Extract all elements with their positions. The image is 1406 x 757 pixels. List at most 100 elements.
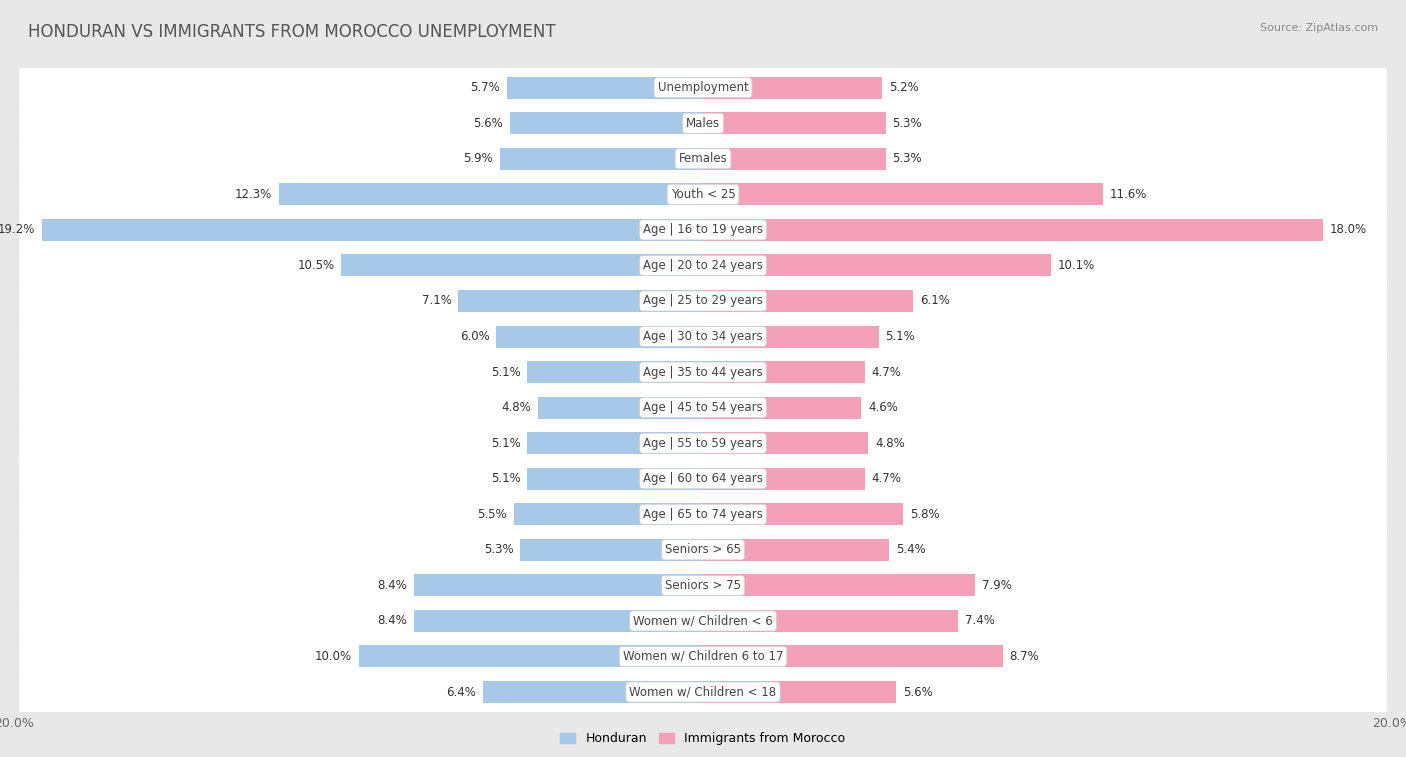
Bar — [703, 681, 896, 703]
FancyBboxPatch shape — [20, 670, 1386, 715]
FancyBboxPatch shape — [20, 385, 1386, 430]
Text: Unemployment: Unemployment — [658, 81, 748, 94]
Text: Age | 65 to 74 years: Age | 65 to 74 years — [643, 508, 763, 521]
Text: Source: ZipAtlas.com: Source: ZipAtlas.com — [1260, 23, 1378, 33]
FancyBboxPatch shape — [20, 421, 1386, 466]
Text: Women w/ Children 6 to 17: Women w/ Children 6 to 17 — [623, 650, 783, 663]
Text: Males: Males — [686, 117, 720, 129]
Bar — [527, 432, 703, 454]
Bar — [703, 361, 865, 383]
Bar — [513, 503, 703, 525]
FancyBboxPatch shape — [20, 492, 1386, 537]
Bar — [510, 112, 703, 134]
Text: Seniors > 65: Seniors > 65 — [665, 544, 741, 556]
Text: 18.0%: 18.0% — [1330, 223, 1367, 236]
Bar — [703, 610, 957, 632]
Bar — [703, 539, 889, 561]
Bar — [499, 148, 703, 170]
Bar — [496, 326, 703, 347]
Bar — [703, 76, 882, 98]
Bar — [506, 76, 703, 98]
Bar — [342, 254, 703, 276]
Bar — [703, 326, 879, 347]
Text: 5.1%: 5.1% — [491, 437, 520, 450]
FancyBboxPatch shape — [20, 563, 1386, 608]
Text: 10.1%: 10.1% — [1057, 259, 1095, 272]
Bar — [527, 468, 703, 490]
Bar — [703, 503, 903, 525]
Bar — [280, 183, 703, 205]
Text: 5.3%: 5.3% — [484, 544, 513, 556]
Bar — [703, 183, 1102, 205]
Text: Women w/ Children < 18: Women w/ Children < 18 — [630, 686, 776, 699]
Bar — [527, 361, 703, 383]
FancyBboxPatch shape — [20, 243, 1386, 288]
Bar — [703, 432, 869, 454]
Text: Youth < 25: Youth < 25 — [671, 188, 735, 201]
Text: 5.4%: 5.4% — [896, 544, 925, 556]
Bar — [703, 397, 862, 419]
Text: 5.5%: 5.5% — [477, 508, 506, 521]
Text: 5.2%: 5.2% — [889, 81, 918, 94]
Text: Age | 35 to 44 years: Age | 35 to 44 years — [643, 366, 763, 378]
Text: Age | 25 to 29 years: Age | 25 to 29 years — [643, 294, 763, 307]
Text: 8.7%: 8.7% — [1010, 650, 1039, 663]
Bar — [703, 646, 1002, 668]
Text: 4.7%: 4.7% — [872, 366, 901, 378]
Bar — [413, 575, 703, 597]
Text: 8.4%: 8.4% — [377, 615, 406, 628]
Text: 5.7%: 5.7% — [470, 81, 499, 94]
Text: Age | 16 to 19 years: Age | 16 to 19 years — [643, 223, 763, 236]
Bar — [413, 610, 703, 632]
Text: Age | 60 to 64 years: Age | 60 to 64 years — [643, 472, 763, 485]
Text: 5.1%: 5.1% — [491, 472, 520, 485]
Text: 4.6%: 4.6% — [869, 401, 898, 414]
Text: 11.6%: 11.6% — [1109, 188, 1147, 201]
Bar — [703, 290, 912, 312]
Bar — [703, 112, 886, 134]
FancyBboxPatch shape — [20, 207, 1386, 252]
Text: 4.8%: 4.8% — [501, 401, 531, 414]
FancyBboxPatch shape — [20, 136, 1386, 181]
Text: 6.0%: 6.0% — [460, 330, 489, 343]
Bar — [703, 575, 976, 597]
Text: Females: Females — [679, 152, 727, 165]
Text: 12.3%: 12.3% — [235, 188, 273, 201]
Text: 7.4%: 7.4% — [965, 615, 994, 628]
FancyBboxPatch shape — [20, 599, 1386, 643]
Bar — [458, 290, 703, 312]
Text: 5.1%: 5.1% — [491, 366, 520, 378]
Text: 10.5%: 10.5% — [297, 259, 335, 272]
Bar — [42, 219, 703, 241]
Legend: Honduran, Immigrants from Morocco: Honduran, Immigrants from Morocco — [555, 727, 851, 750]
Text: Age | 30 to 34 years: Age | 30 to 34 years — [643, 330, 763, 343]
Text: 5.3%: 5.3% — [893, 152, 922, 165]
Bar — [703, 148, 886, 170]
Bar — [359, 646, 703, 668]
Text: Age | 55 to 59 years: Age | 55 to 59 years — [643, 437, 763, 450]
Text: 5.8%: 5.8% — [910, 508, 939, 521]
Text: 5.6%: 5.6% — [903, 686, 932, 699]
FancyBboxPatch shape — [20, 456, 1386, 501]
Text: Age | 45 to 54 years: Age | 45 to 54 years — [643, 401, 763, 414]
FancyBboxPatch shape — [20, 314, 1386, 359]
FancyBboxPatch shape — [20, 279, 1386, 323]
Text: 5.3%: 5.3% — [893, 117, 922, 129]
FancyBboxPatch shape — [20, 172, 1386, 217]
Bar — [703, 254, 1050, 276]
Text: Age | 20 to 24 years: Age | 20 to 24 years — [643, 259, 763, 272]
Text: Seniors > 75: Seniors > 75 — [665, 579, 741, 592]
Text: 6.4%: 6.4% — [446, 686, 475, 699]
FancyBboxPatch shape — [20, 350, 1386, 394]
Text: 8.4%: 8.4% — [377, 579, 406, 592]
Text: 7.1%: 7.1% — [422, 294, 451, 307]
Text: 5.6%: 5.6% — [474, 117, 503, 129]
Text: 7.9%: 7.9% — [981, 579, 1012, 592]
Text: 5.9%: 5.9% — [463, 152, 494, 165]
FancyBboxPatch shape — [20, 634, 1386, 679]
Bar — [520, 539, 703, 561]
Text: 19.2%: 19.2% — [0, 223, 35, 236]
FancyBboxPatch shape — [20, 528, 1386, 572]
FancyBboxPatch shape — [20, 101, 1386, 145]
Bar — [482, 681, 703, 703]
